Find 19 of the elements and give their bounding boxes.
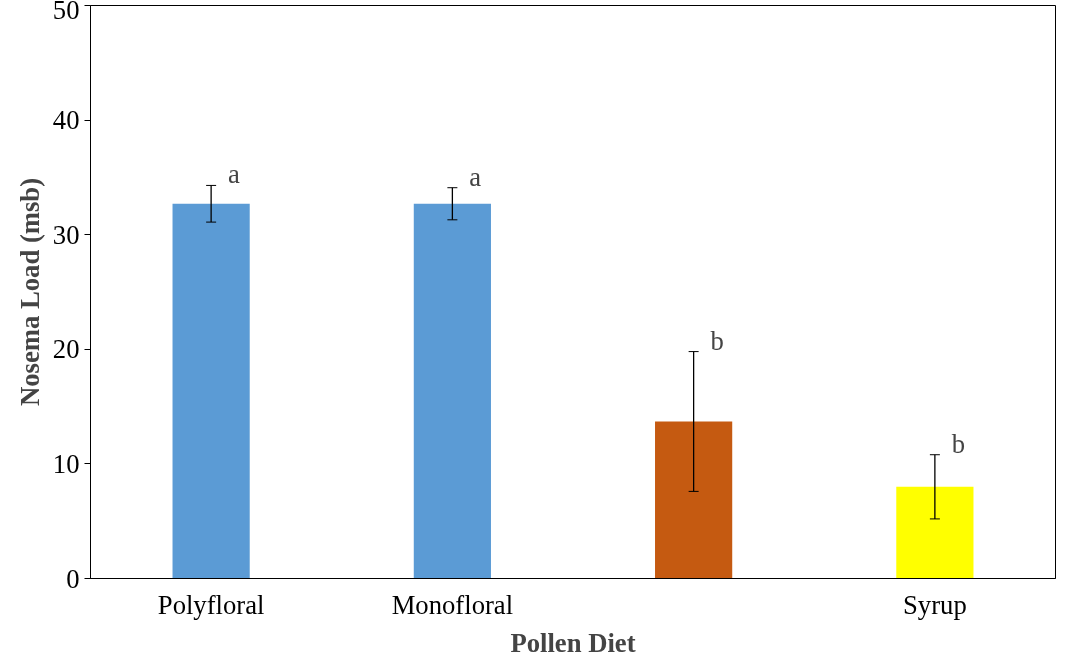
y-tick-label: 50 — [52, 0, 80, 25]
x-axis-title: Pollen Diet — [510, 627, 636, 658]
annotation: a — [469, 161, 482, 192]
bar — [413, 203, 491, 579]
y-tick-label: 0 — [66, 563, 80, 594]
annotation: b — [951, 428, 966, 459]
bar — [655, 421, 733, 579]
y-axis-title: Nosema Load (msb) — [14, 177, 45, 407]
annotation: b — [710, 325, 724, 356]
y-tick-label: 20 — [52, 334, 80, 365]
bar — [172, 203, 250, 579]
y-tick-label: 40 — [52, 105, 80, 136]
x-tick-label: Syrup — [903, 589, 967, 620]
bar — [896, 486, 974, 579]
y-tick-label: 30 — [52, 219, 80, 250]
annotation: a — [228, 159, 241, 190]
y-tick-label: 10 — [52, 448, 80, 479]
x-tick-label: Monofloral — [391, 589, 514, 620]
x-tick-label: Polyfloral — [157, 589, 265, 620]
